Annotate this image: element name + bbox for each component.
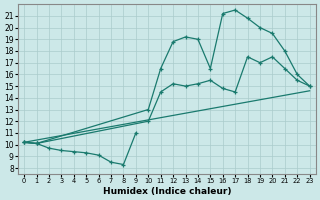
X-axis label: Humidex (Indice chaleur): Humidex (Indice chaleur) [103, 187, 231, 196]
